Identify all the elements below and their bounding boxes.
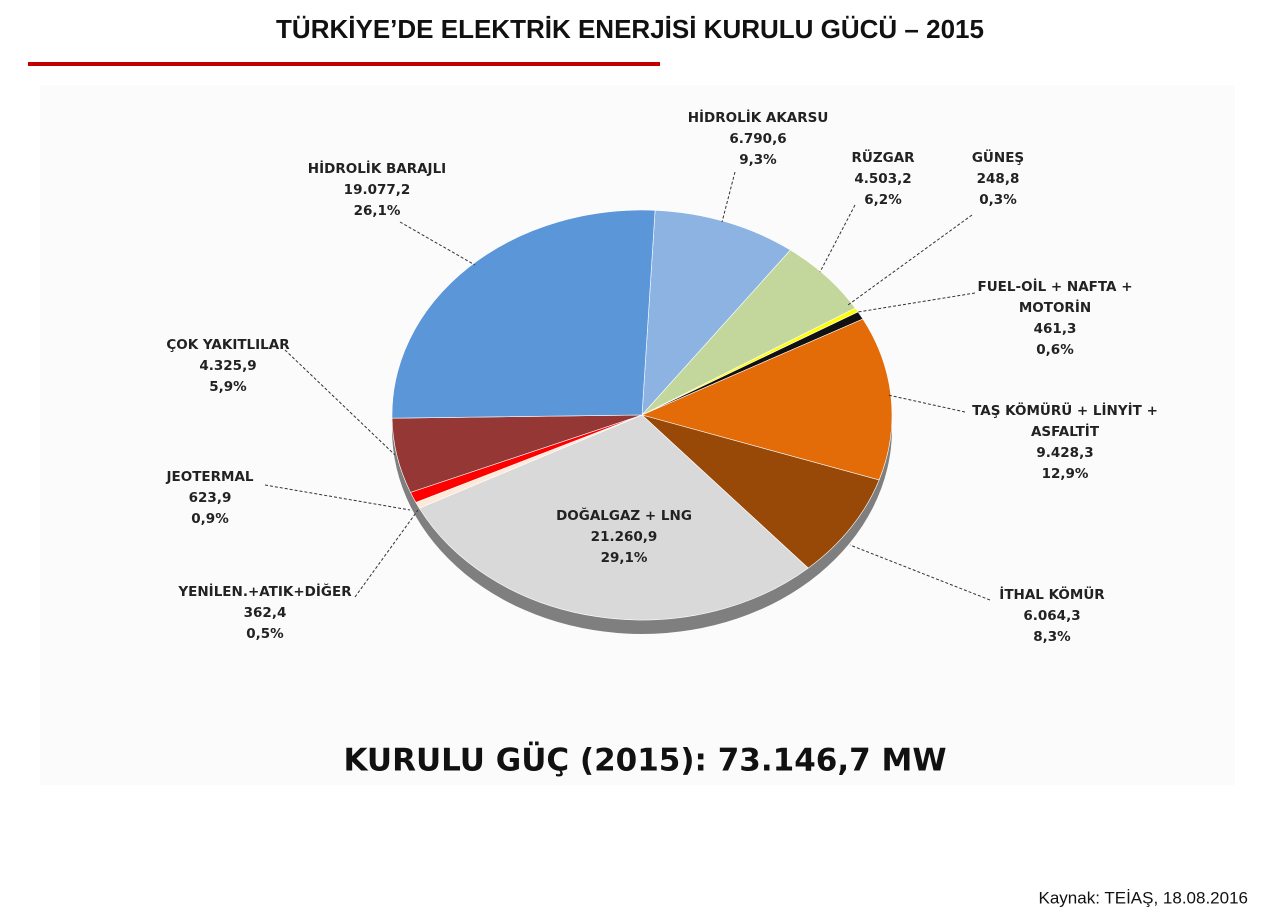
leader-line: [264, 484, 411, 511]
data-label: ÇOK YAKITLILAR 4.325,9 5,9%: [166, 335, 289, 398]
value-label: 6.790,6: [729, 131, 787, 147]
data-label: GÜNEŞ 248,8 0,3%: [972, 148, 1024, 211]
share-label: 6,2%: [864, 192, 902, 208]
share-label: 9,3%: [739, 152, 777, 168]
pie-slice: [641, 318, 893, 481]
category-label: FUEL-OİL + NAFTA + MOTORİN: [977, 279, 1133, 316]
share-label: 0,9%: [191, 511, 229, 527]
source: Kaynak: TEİAŞ, 18.08.2016: [1039, 888, 1249, 907]
leader-line: [721, 171, 736, 223]
share-label: 26,1%: [353, 203, 401, 219]
data-label: HİDROLİK BARAJLI 19.077,2 26,1%: [308, 159, 446, 222]
category-label: HİDROLİK BARAJLI: [307, 161, 447, 177]
category-label: GÜNEŞ: [971, 150, 1025, 166]
data-label: YENİLEN.+ATIK+DİĞER 362,4 0,5%: [178, 582, 351, 645]
share-label: 8,3%: [1033, 629, 1071, 645]
share-label: 5,9%: [209, 379, 247, 395]
value-label: 9.428,3: [1036, 445, 1094, 461]
category-label: DOĞALGAZ + LNG: [556, 508, 692, 524]
value-label: 248,8: [976, 171, 1020, 187]
share-label: 29,1%: [600, 550, 648, 566]
data-label: RÜZGAR 4.503,2 6,2%: [851, 148, 914, 211]
data-label: FUEL-OİL + NAFTA + MOTORİN 461,3 0,6%: [977, 277, 1132, 361]
share-label: 12,9%: [1041, 466, 1089, 482]
share-label: 0,5%: [246, 626, 284, 642]
title-underline: [28, 62, 660, 66]
share-label: 0,3%: [979, 192, 1017, 208]
category-label: İTHAL KÖMÜR: [999, 587, 1105, 603]
value-label: 4.503,2: [854, 171, 912, 187]
value-label: 461,3: [1033, 321, 1077, 337]
value-label: 19.077,2: [343, 182, 411, 198]
value-label: 4.325,9: [199, 358, 257, 374]
leader-line: [354, 509, 419, 598]
value-label: 21.260,9: [590, 529, 658, 545]
leader-line: [887, 394, 966, 413]
category-label: ÇOK YAKITLILAR: [166, 337, 290, 353]
value-label: 623,9: [188, 490, 232, 506]
data-label: JEOTERMAL 623,9 0,9%: [166, 467, 253, 530]
pie-slice: [641, 209, 791, 416]
category-label: HİDROLİK AKARSU: [687, 110, 829, 126]
pie-slice: [641, 414, 880, 569]
data-label: HİDROLİK AKARSU 6.790,6 9,3%: [688, 108, 829, 171]
category-label: JEOTERMAL: [166, 469, 254, 485]
pie-slice: [391, 209, 656, 419]
leader-line: [284, 349, 396, 456]
category-label: YENİLEN.+ATIK+DİĞER: [178, 584, 352, 600]
leader-line: [847, 214, 973, 306]
leader-line: [849, 544, 991, 601]
category-label: RÜZGAR: [851, 150, 915, 166]
data-label: DOĞALGAZ + LNG 21.260,9 29,1%: [556, 506, 692, 569]
value-label: 6.064,3: [1023, 608, 1081, 624]
data-label: İTHAL KÖMÜR 6.064,3 8,3%: [999, 585, 1104, 648]
value-label: 362,4: [243, 605, 287, 621]
share-label: 0,6%: [1036, 342, 1074, 358]
data-label: TAŞ KÖMÜRÜ + LİNYİT + ASFALTİT 9.428,3 12,…: [972, 401, 1158, 485]
pie-slice: [418, 414, 809, 621]
chart-title: TÜRKİYE’DE ELEKTRİK ENERJİSİ KURULU GÜCÜ…: [276, 14, 984, 44]
total-label: KURULU GÜÇ (2015): 73.146,7 MW: [343, 742, 946, 779]
category-label: TAŞ KÖMÜRÜ + LİNYİT + ASFALTİT: [972, 403, 1158, 440]
leader-line: [399, 221, 476, 266]
leader-line: [819, 204, 856, 273]
